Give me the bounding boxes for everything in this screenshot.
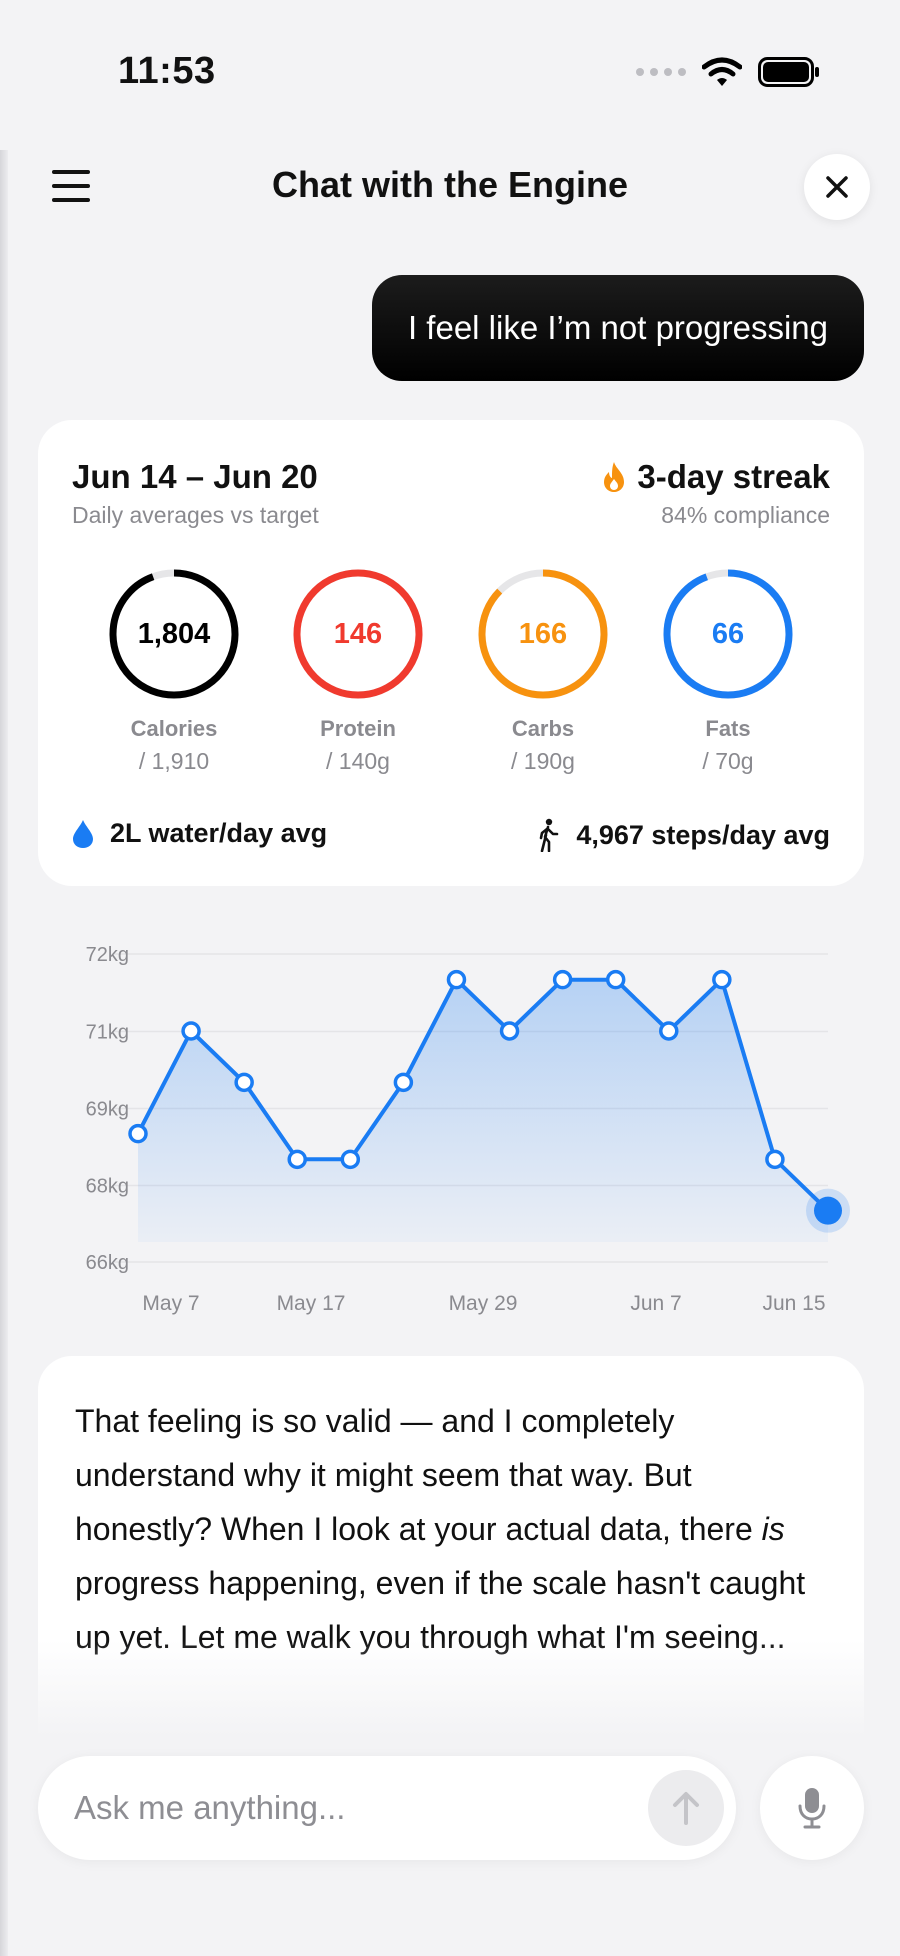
data-point <box>234 1072 254 1093</box>
weekly-summary-card: Jun 14 – Jun 20 Daily averages vs target… <box>38 420 864 886</box>
data-point <box>712 969 732 990</box>
data-point <box>552 969 573 990</box>
x-tick-label: Jun 7 <box>630 1292 681 1315</box>
ring-target: / 140g <box>326 748 390 774</box>
data-point <box>287 1149 307 1170</box>
progress-ring <box>663 569 793 699</box>
message-input-bar <box>38 1756 736 1860</box>
walking-icon <box>540 818 559 852</box>
current-point <box>814 1196 842 1225</box>
steps-text: 4,967 steps/day avg <box>576 819 830 850</box>
message-input[interactable] <box>74 1778 614 1838</box>
weight-chart: 72kg 71kg 69kg 68kg 66kg May 7 May 17 May 29 Jun… <box>38 918 864 1328</box>
y-tick-label: 71kg <box>86 1022 129 1044</box>
compliance-text: 84% compliance <box>661 502 830 528</box>
y-tick-label: 72kg <box>86 944 129 966</box>
fats-ring: 66 <box>662 568 794 700</box>
y-tick-label: 68kg <box>86 1176 129 1198</box>
date-range: Jun 14 – Jun 20 <box>72 458 318 495</box>
data-point <box>393 1072 414 1093</box>
microphone-icon <box>798 1788 826 1829</box>
status-time: 11:53 <box>118 50 216 92</box>
data-point <box>659 1021 679 1041</box>
signal-dots-icon <box>636 68 686 76</box>
ring-label: Fats <box>705 716 751 741</box>
x-tick-label: May 17 <box>277 1292 346 1315</box>
data-point <box>128 1123 148 1144</box>
x-tick-label: Jun 15 <box>762 1292 825 1315</box>
reply-fade <box>38 1640 864 1736</box>
weight-line <box>136 977 830 1213</box>
x-tick-label: May 29 <box>449 1292 518 1315</box>
water-stat: 2L water/day avg <box>72 818 327 849</box>
weight-chart-svg: 72kg 71kg 69kg 68kg 66kg May 7 May 17 May 29 Jun… <box>86 944 850 1315</box>
ring-target: / 70g <box>702 748 754 774</box>
ring-target: / 190g <box>511 748 575 774</box>
summary-subtitle: Daily averages vs target <box>72 502 319 528</box>
flame-icon <box>604 462 625 492</box>
carbs-ring: 166 <box>477 568 609 700</box>
send-button[interactable] <box>648 1770 724 1846</box>
data-point <box>765 1149 785 1170</box>
hamburger-menu-icon[interactable] <box>48 168 94 204</box>
area-fill <box>138 979 828 1242</box>
protein-ring: 146 <box>292 568 424 700</box>
user-message-bubble: I feel like I’m not progressing <box>371 275 864 381</box>
sheet-edge <box>0 150 8 1956</box>
steps-stat: 4,967 steps/day avg <box>536 818 830 852</box>
ring-progress <box>663 569 793 699</box>
reply-emphasis: is <box>761 1511 785 1547</box>
ring-value: 146 <box>333 617 383 650</box>
ring-label: Calories <box>130 716 218 741</box>
streak-label: 3-day streak <box>637 458 830 495</box>
ring-progress <box>293 569 423 699</box>
progress-ring <box>478 569 608 699</box>
data-point <box>181 1021 201 1041</box>
streak-badge: 3-day streak <box>603 458 830 496</box>
ring-value: 66 <box>711 617 745 650</box>
ring-progress <box>478 569 608 699</box>
ring-target: / 1,910 <box>138 748 210 774</box>
x-tick-label: May 7 <box>142 1292 199 1315</box>
wifi-icon <box>702 57 742 86</box>
page-title: Chat with the Engine <box>272 164 628 205</box>
progress-ring <box>109 569 239 699</box>
data-point <box>605 969 626 990</box>
y-tick-label: 66kg <box>86 1252 129 1274</box>
data-point <box>340 1149 361 1170</box>
water-drop-icon <box>73 819 93 848</box>
y-tick-label: 69kg <box>86 1099 129 1121</box>
data-point <box>446 969 467 990</box>
calories-ring: 1,804 <box>108 568 240 700</box>
microphone-button[interactable] <box>760 1756 864 1860</box>
arrow-up-icon <box>673 1792 699 1825</box>
data-point <box>499 1021 520 1041</box>
water-text: 2L water/day avg <box>110 818 328 848</box>
close-button[interactable] <box>804 154 870 220</box>
ring-label: Carbs <box>511 716 575 741</box>
ring-value: 1,804 <box>137 617 211 650</box>
ring-value: 166 <box>518 617 568 650</box>
progress-ring <box>293 569 423 699</box>
ring-progress <box>109 569 239 699</box>
battery-icon <box>758 57 819 87</box>
ring-label: Protein <box>320 716 396 741</box>
close-icon <box>826 176 848 198</box>
reply-text: That feeling is so valid — and I complet… <box>75 1403 762 1547</box>
status-icons <box>636 52 820 92</box>
